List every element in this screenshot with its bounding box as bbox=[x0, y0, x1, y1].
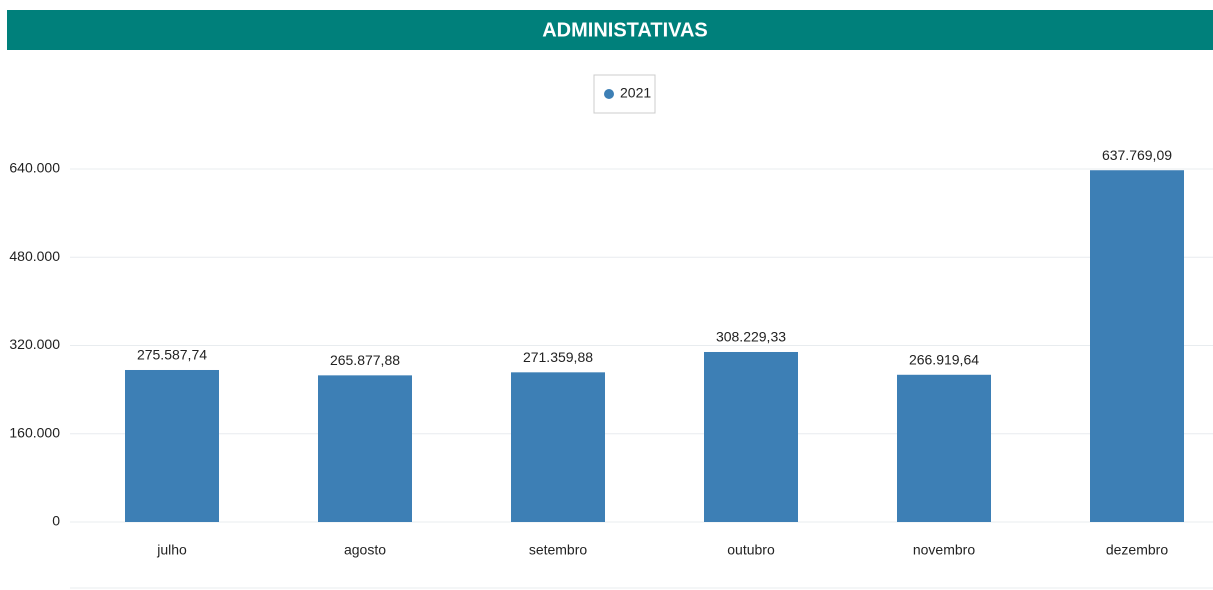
legend-marker bbox=[604, 89, 614, 99]
data-label: 265.877,88 bbox=[330, 352, 400, 368]
x-tick-label: dezembro bbox=[1106, 542, 1168, 558]
data-label: 266.919,64 bbox=[909, 351, 979, 367]
data-label: 275.587,74 bbox=[137, 347, 207, 363]
x-tick-label: novembro bbox=[913, 542, 975, 558]
data-label: 271.359,88 bbox=[523, 349, 593, 365]
x-tick-label: julho bbox=[156, 542, 187, 558]
y-tick-label: 640.000 bbox=[9, 160, 60, 176]
x-tick-label: agosto bbox=[344, 542, 386, 558]
title-banner bbox=[7, 10, 1213, 50]
data-label: 637.769,09 bbox=[1102, 147, 1172, 163]
bar bbox=[704, 351, 798, 522]
bar bbox=[318, 375, 412, 522]
data-label: 308.229,33 bbox=[716, 329, 786, 345]
bar bbox=[897, 374, 991, 522]
x-tick-label: setembro bbox=[529, 542, 588, 558]
y-tick-label: 0 bbox=[52, 513, 60, 529]
x-tick-label: outubro bbox=[727, 542, 775, 558]
y-tick-label: 160.000 bbox=[9, 424, 60, 440]
chart-title: ADMINISTATIVAS bbox=[542, 19, 708, 41]
bar bbox=[1090, 170, 1184, 523]
bar bbox=[511, 372, 605, 522]
bar bbox=[125, 369, 219, 522]
y-tick-label: 320.000 bbox=[9, 336, 60, 352]
y-tick-label: 480.000 bbox=[9, 248, 60, 264]
legend-label: 2021 bbox=[620, 85, 651, 101]
